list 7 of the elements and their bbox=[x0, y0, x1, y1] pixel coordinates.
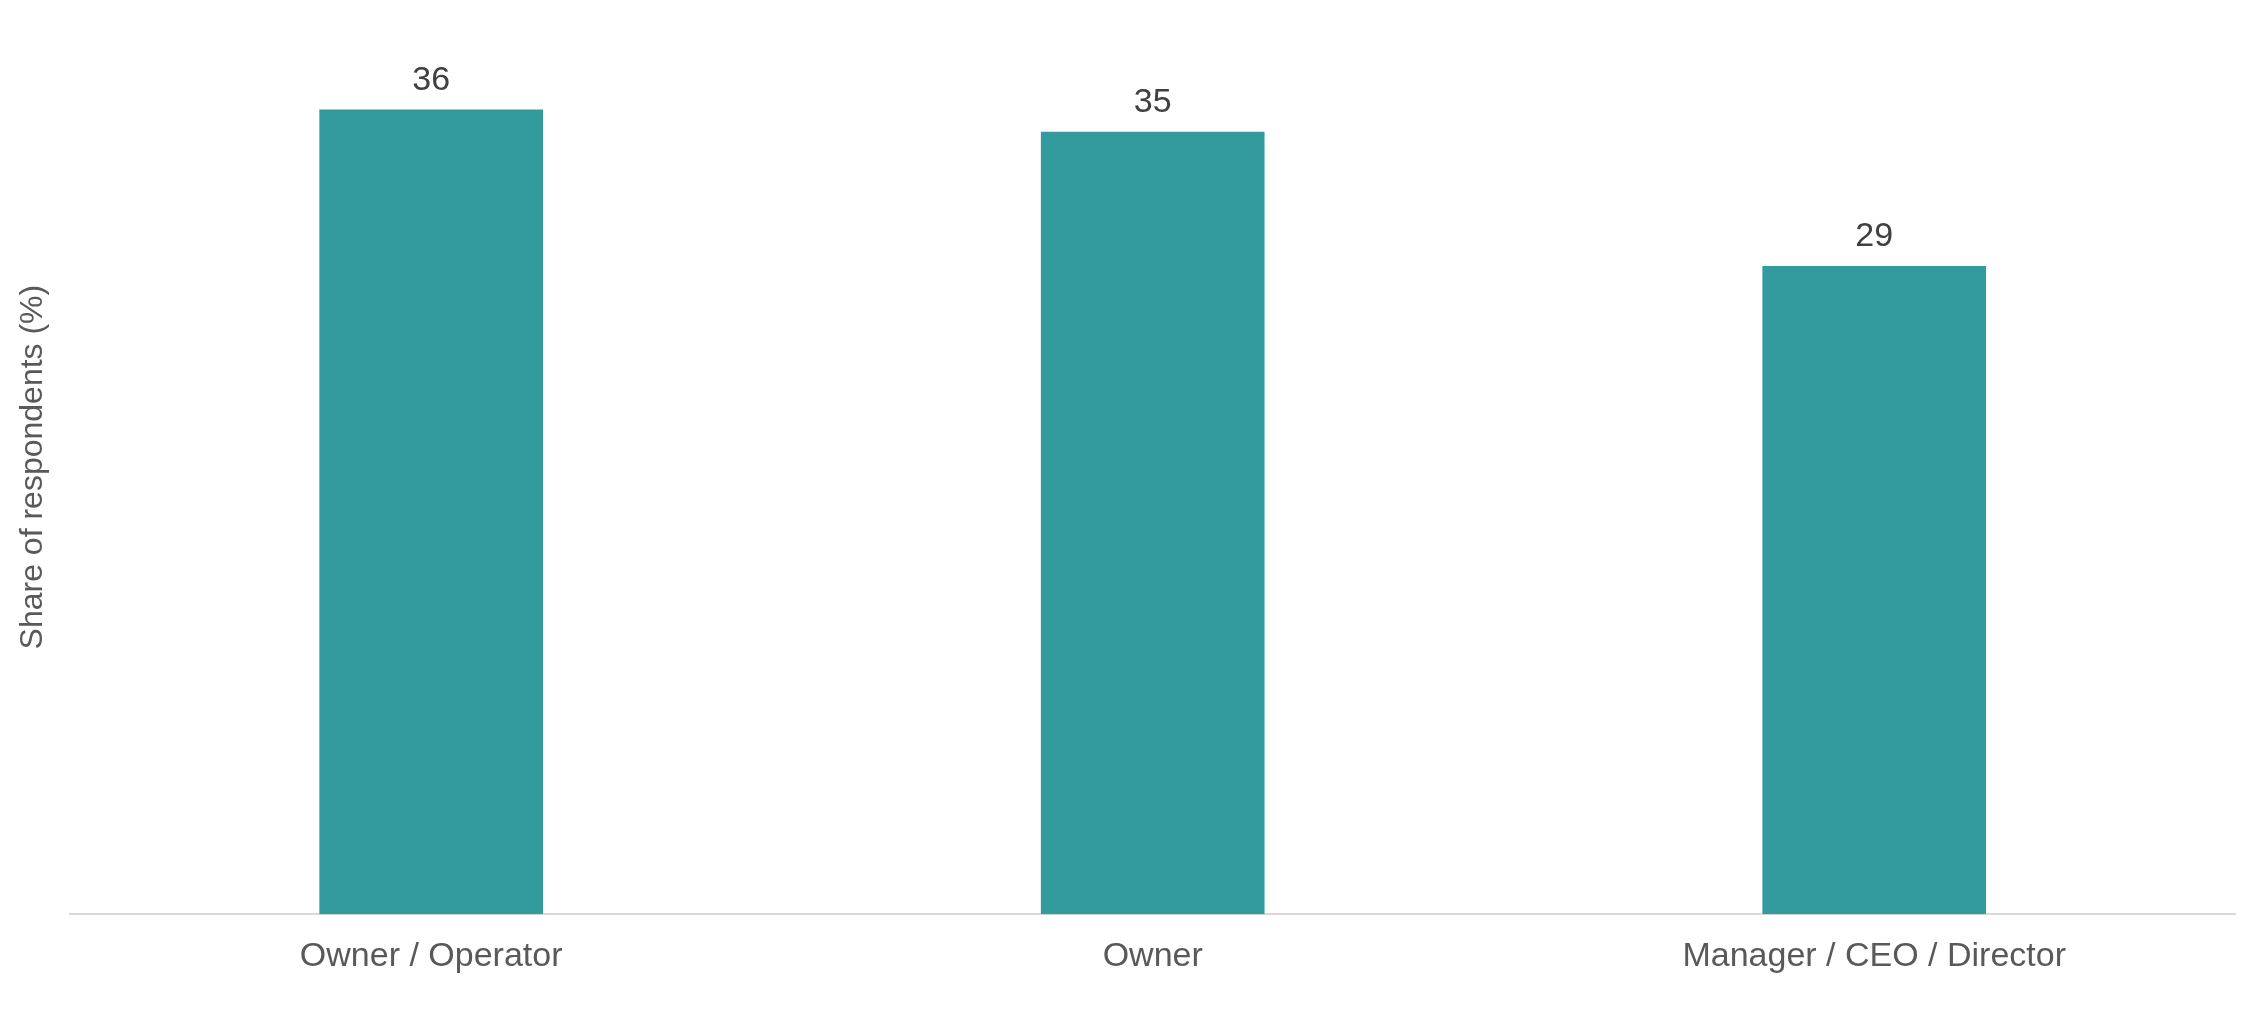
data-label: 29 bbox=[1855, 215, 1894, 254]
data-label: 36 bbox=[412, 58, 451, 97]
x-tick-label: Owner / Operator bbox=[299, 934, 563, 973]
x-tick-label: Manager / CEO / Director bbox=[1682, 934, 2067, 973]
x-tick-label: Owner bbox=[1102, 934, 1203, 973]
y-axis-title: Share of respondents (%) bbox=[13, 284, 50, 650]
data-label: 35 bbox=[1133, 81, 1172, 120]
